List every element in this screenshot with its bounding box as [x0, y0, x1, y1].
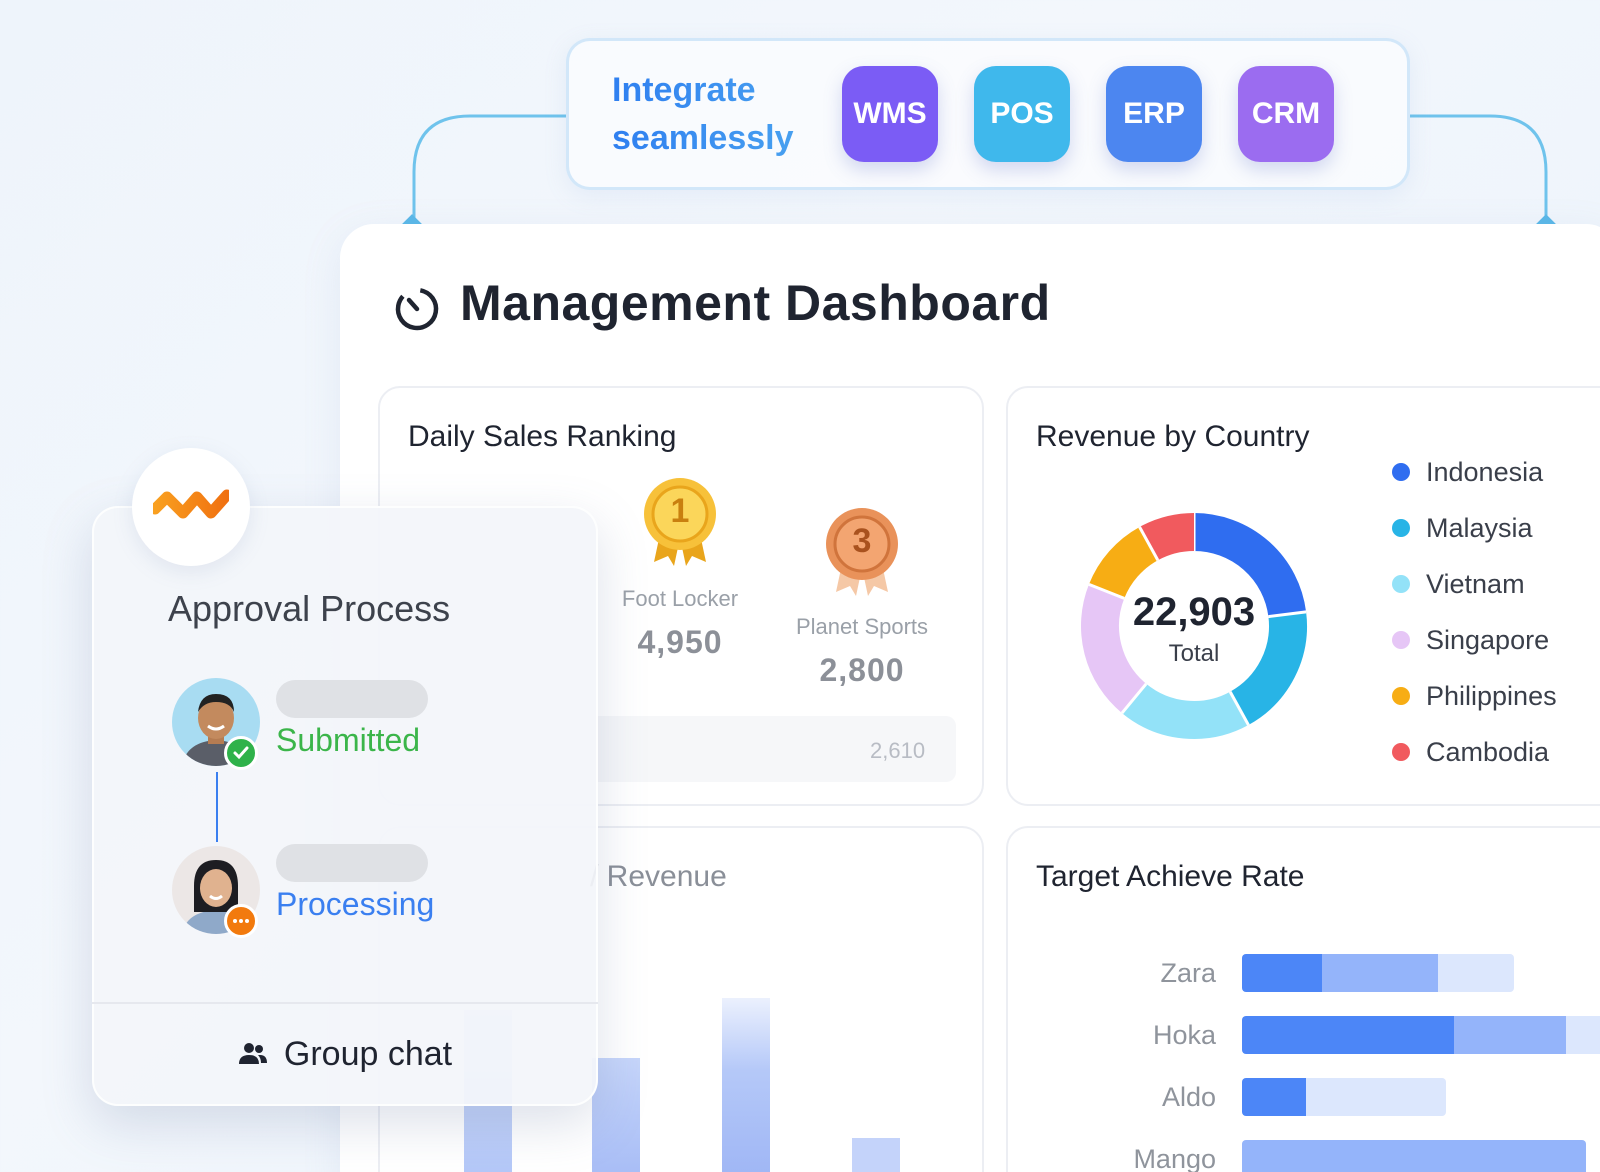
legend-dot [1392, 743, 1410, 761]
step-connector [216, 772, 218, 842]
rank-1-number: 1 [670, 492, 690, 530]
people-icon [238, 1043, 267, 1064]
target-bar-segment [1438, 954, 1514, 992]
revenue-donut-chart [1081, 513, 1307, 739]
group-chat-button[interactable]: Group chat [92, 1004, 598, 1104]
step-name-placeholder [276, 680, 428, 718]
approval-process-card [92, 506, 598, 1106]
integration-erp-button[interactable]: ERP [1106, 66, 1202, 162]
legend-label: Cambodia [1426, 736, 1550, 767]
target-bar [1242, 1078, 1446, 1116]
integration-crm-button[interactable]: CRM [1238, 66, 1334, 162]
donut-slice-singapore [1081, 584, 1147, 714]
donut-slice-vietnam [1121, 683, 1249, 739]
target-bar [1242, 1016, 1600, 1054]
rank-3-number: 3 [852, 522, 872, 560]
target-row-label: Aldo [1161, 1081, 1216, 1112]
rank-1-value: 4,950 [637, 624, 723, 660]
target-bar-segment [1242, 954, 1322, 992]
target-bar-segment [1242, 1140, 1586, 1172]
ranking-row [560, 716, 956, 782]
legend-dot [1392, 687, 1410, 705]
donut-slice-indonesia [1193, 513, 1307, 618]
step-status-processing: Processing [276, 886, 435, 922]
legend-item-philippines: Philippines [1392, 668, 1557, 724]
target-bar-segment [1454, 1016, 1566, 1054]
donut-separator [1120, 682, 1148, 715]
revenue-bar [852, 1138, 900, 1172]
donut-separator [1268, 610, 1307, 619]
target-bar-segment [1242, 1016, 1454, 1054]
legend-dot [1392, 519, 1410, 537]
target-row-label: Hoka [1152, 1019, 1216, 1050]
legend-label: Philippines [1426, 680, 1557, 711]
target-bar [1242, 954, 1514, 992]
donut-total-value: 22,903 [1132, 590, 1256, 634]
target-row-mango: Mango [1096, 1128, 1600, 1172]
legend-label: Vietnam [1426, 568, 1525, 599]
target-bar-segment [1306, 1078, 1446, 1116]
legend-label: Malaysia [1426, 512, 1533, 543]
check-icon [224, 736, 258, 770]
donut-separator [1138, 526, 1160, 561]
integration-pos-button[interactable]: POS [974, 66, 1070, 162]
ranking-row-value: 2,610 [870, 738, 926, 763]
target-bar [1242, 1140, 1586, 1172]
integration-wms-button[interactable]: WMS [842, 66, 938, 162]
donut-slice-malaysia [1229, 611, 1307, 726]
revenue-card-title: / Revenue [590, 860, 727, 893]
legend-item-vietnam: Vietnam [1392, 556, 1557, 612]
dashboard-title: Management Dashboard [460, 275, 1051, 331]
legend-label: Singapore [1426, 624, 1550, 655]
target-achieve-rate-title: Target Achieve Rate [1036, 860, 1305, 893]
step-name-placeholder [276, 844, 428, 882]
target-row-hoka: Hoka [1096, 1004, 1600, 1066]
legend-label: Indonesia [1426, 456, 1544, 487]
brand-logo-icon [153, 489, 229, 519]
donut-total-label: Total [1168, 640, 1220, 667]
legend-item-indonesia: Indonesia [1392, 444, 1557, 500]
legend-item-malaysia: Malaysia [1392, 500, 1557, 556]
donut-separator [1228, 691, 1250, 726]
brand-logo [132, 448, 250, 566]
legend-dot [1392, 463, 1410, 481]
group-chat-label: Group chat [283, 1034, 453, 1073]
target-row-zara: Zara [1096, 942, 1600, 1004]
donut-separator [1088, 583, 1125, 600]
more-icon [224, 904, 258, 938]
legend-dot [1392, 575, 1410, 593]
revenue-bar [722, 998, 770, 1172]
revenue-by-country-title: Revenue by Country [1036, 420, 1310, 453]
rank-1-name: Foot Locker [621, 586, 739, 611]
country-legend: Indonesia Malaysia Vietnam Singapore Philipp… [1392, 444, 1557, 780]
target-bar-segment [1242, 1078, 1306, 1116]
donut-slice-philippines [1088, 526, 1159, 600]
rank-3-name: Planet Sports [795, 614, 929, 639]
revenue-bar [592, 1058, 640, 1172]
step-status-submitted: Submitted [276, 722, 421, 758]
target-bar-segment [1566, 1016, 1600, 1054]
integrate-title: Integrate seamlessly [612, 66, 812, 162]
legend-item-cambodia: Cambodia [1392, 724, 1557, 780]
target-row-label: Zara [1160, 957, 1216, 988]
target-row-label: Mango [1133, 1143, 1216, 1172]
medal-gold-icon [644, 478, 716, 566]
legend-dot [1392, 631, 1410, 649]
target-bar-segment [1322, 954, 1438, 992]
medal-bronze-icon [826, 508, 898, 596]
timer-icon [395, 287, 439, 331]
target-bars: Zara Hoka Aldo Mango [1096, 942, 1600, 1172]
donut-slice-cambodia [1139, 513, 1195, 561]
divider [92, 1002, 598, 1004]
approval-title: Approval Process [168, 588, 451, 629]
rank-3-value: 2,800 [819, 652, 905, 688]
legend-item-singapore: Singapore [1392, 612, 1557, 668]
daily-sales-ranking-title: Daily Sales Ranking [408, 420, 677, 453]
target-row-aldo: Aldo [1096, 1066, 1600, 1128]
